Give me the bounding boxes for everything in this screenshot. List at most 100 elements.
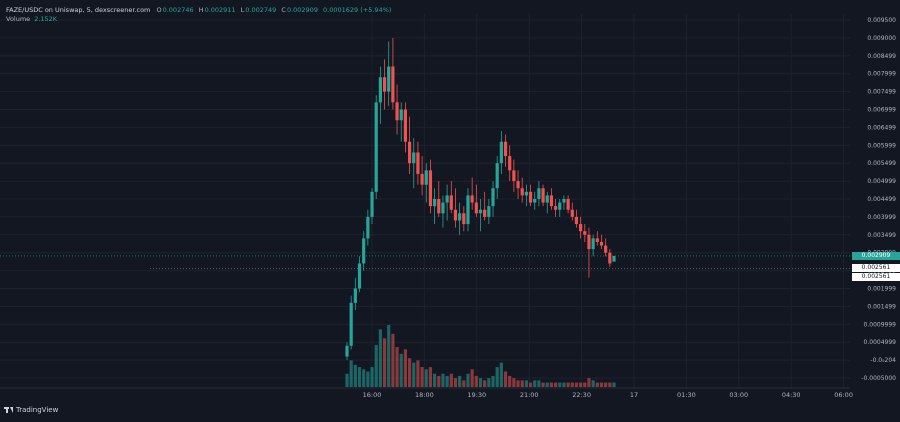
candle-body: [412, 152, 416, 164]
last-price-tag: 0.002909: [852, 251, 900, 260]
candle-body: [345, 345, 349, 357]
volume-bar: [483, 380, 487, 387]
candle-body: [491, 188, 495, 207]
candle-body: [478, 209, 483, 214]
candle-body: [420, 173, 424, 185]
volume-bar: [574, 382, 579, 387]
volume-bar: [524, 380, 528, 387]
candle-body: [483, 209, 487, 217]
candle-body: [458, 213, 462, 221]
chart-legend: FAZE/USDC on Uniswap, 5, dexscreener.com…: [6, 6, 394, 24]
candle-body: [407, 141, 412, 164]
candle-body: [378, 77, 382, 103]
volume-bar: [399, 353, 403, 387]
candle-body: [382, 77, 387, 92]
candle-body: [374, 102, 378, 192]
tradingview-brand[interactable]: TradingView: [4, 406, 58, 414]
volume-bar: [458, 375, 462, 387]
volume-bar: [445, 375, 449, 387]
candle-body: [591, 238, 595, 250]
y-tick-label: 0.004999: [867, 178, 896, 185]
volume-bar: [591, 380, 595, 387]
candle-body: [599, 241, 604, 246]
candle-body: [520, 188, 524, 196]
candle-body: [587, 234, 591, 250]
volume-bar: [562, 382, 566, 387]
high-value: 0.002911: [204, 6, 236, 14]
y-tick-label: 0.004499: [867, 196, 896, 203]
candle-body: [553, 206, 558, 210]
volume-value: 2.152K: [34, 15, 58, 23]
candle-body: [349, 302, 353, 346]
volume-bar: [599, 382, 604, 387]
symbol-title: FAZE/USDC on Uniswap, 5, dexscreener.com: [6, 6, 151, 14]
volume-bar: [391, 333, 395, 387]
volume-bar: [545, 382, 549, 387]
volume-bar: [449, 373, 453, 387]
y-tick-label: -0.0005000: [861, 375, 896, 382]
volume-bar: [395, 347, 399, 387]
candle-body: [495, 163, 499, 189]
candle-body: [612, 255, 616, 262]
volume-bar: [378, 329, 382, 387]
candle-body: [499, 141, 503, 164]
y-tick-label: 0.006999: [867, 107, 896, 114]
candle-body: [357, 263, 362, 289]
candle-body: [541, 188, 545, 203]
low-label: L: [240, 6, 245, 14]
candle-body: [366, 216, 370, 239]
candle-body: [583, 231, 587, 235]
volume-bar: [549, 382, 554, 387]
candle-body: [470, 195, 474, 203]
candle-body: [524, 191, 528, 196]
volume-bar: [345, 373, 349, 387]
candle-body: [608, 252, 612, 264]
x-tick-label: 18:00: [415, 391, 434, 399]
x-tick-label: 22:30: [572, 391, 591, 399]
x-tick-label: 19:30: [467, 391, 486, 399]
volume-bar: [353, 364, 357, 387]
y-tick-label: 0.008499: [867, 53, 896, 60]
candle-body: [437, 199, 441, 214]
volume-bar: [583, 382, 587, 387]
candle-body: [579, 224, 583, 232]
candle-body: [537, 188, 541, 199]
volume-bar: [428, 367, 433, 387]
candle-body: [453, 209, 458, 221]
volume-bar: [503, 371, 508, 387]
brand-label: TradingView: [16, 406, 59, 414]
tradingview-logo-icon: [4, 407, 13, 413]
volume-bar: [516, 380, 520, 387]
candle-body: [466, 195, 470, 225]
x-tick-label: 06:00: [834, 391, 853, 399]
volume-bar: [528, 382, 533, 387]
volume-bar: [579, 382, 583, 387]
volume-bar: [612, 382, 616, 387]
y-tick-label: 0.007999: [867, 71, 896, 78]
candle-body: [533, 199, 537, 203]
volume-bar: [474, 375, 478, 387]
candle-body: [566, 199, 570, 210]
volume-bar: [462, 380, 466, 387]
open-label: O: [156, 6, 162, 14]
candle-body: [370, 191, 374, 217]
volume-bar: [362, 369, 366, 387]
volume-bar: [495, 367, 499, 387]
candle-body: [445, 195, 449, 203]
price-level-tag: 0.002561: [852, 264, 900, 273]
volume-bar: [374, 344, 378, 387]
candle-body: [362, 238, 366, 264]
open-value: 0.002746: [162, 6, 194, 14]
y-tick-label: 0.001999: [867, 286, 896, 293]
candle-body: [528, 191, 533, 203]
y-tick-label: 0.006499: [867, 124, 896, 131]
candle-body: [595, 238, 599, 242]
candle-body: [462, 213, 466, 225]
volume-bar: [433, 373, 437, 387]
y-tick-label: 0.005499: [867, 160, 896, 167]
volume-bar: [416, 360, 420, 387]
volume-bar: [508, 375, 512, 387]
candle-body: [574, 216, 579, 225]
